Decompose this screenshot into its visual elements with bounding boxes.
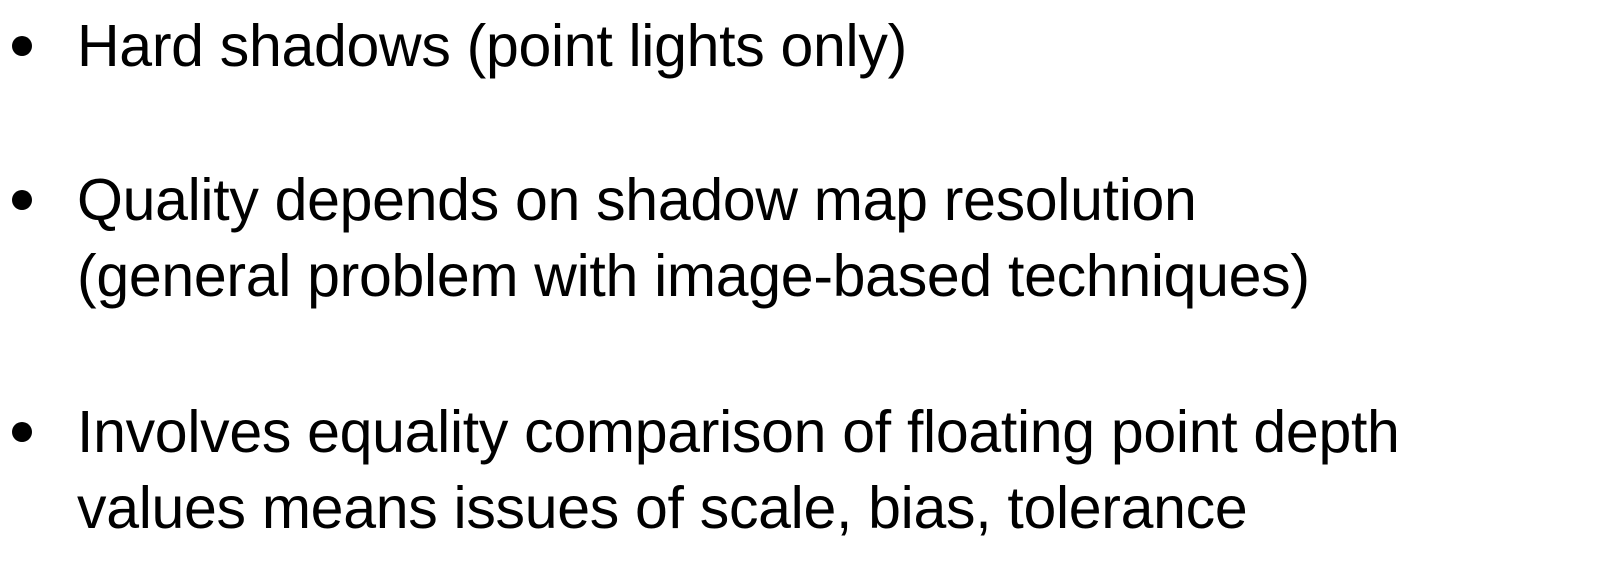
bullet-marker	[12, 190, 32, 210]
bullet-text-line: values means issues of scale, bias, tole…	[77, 475, 1248, 541]
bullet-text-line: Hard shadows (point lights only)	[77, 13, 907, 79]
bullet-marker	[12, 422, 32, 442]
bullet-marker	[12, 36, 32, 56]
bullet-text-line: (general problem with image-based techni…	[77, 243, 1310, 309]
bullet-text-line: Involves equality comparison of floating…	[77, 399, 1400, 465]
bullet-text-line: Quality depends on shadow map resolution	[77, 167, 1197, 233]
